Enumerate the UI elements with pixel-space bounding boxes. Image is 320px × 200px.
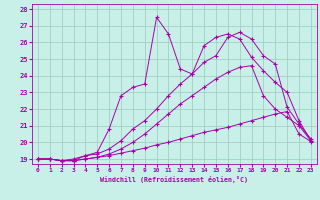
X-axis label: Windchill (Refroidissement éolien,°C): Windchill (Refroidissement éolien,°C) xyxy=(100,176,248,183)
